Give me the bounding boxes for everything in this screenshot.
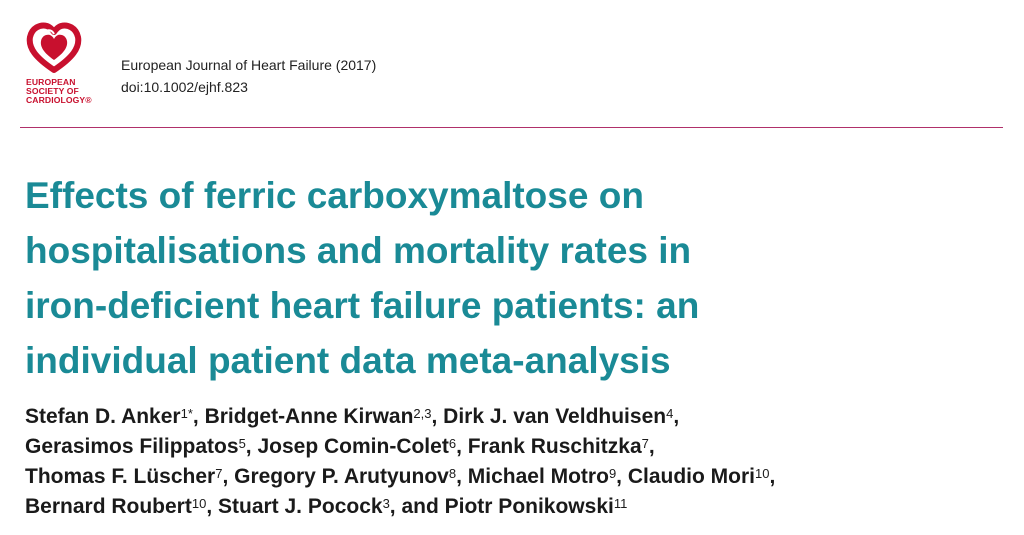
logo-text: EUROPEAN SOCIETY OF CARDIOLOGY® [26, 78, 92, 105]
author-affiliation: 7 [641, 436, 649, 451]
author-line: Stefan D. Anker1*, Bridget-Anne Kirwan2,… [25, 402, 1015, 432]
author-name-text: Michael Motro [467, 465, 609, 488]
author-affiliation: 10 [755, 466, 770, 481]
author-name: Dirk J. van Veldhuisen4 [443, 405, 673, 428]
author-name: Michael Motro9 [468, 465, 616, 488]
author-separator: , [616, 465, 628, 488]
article-title-line: individual patient data meta-analysis [25, 340, 671, 381]
author-affiliation: 6 [448, 436, 457, 451]
author-list: Stefan D. Anker1*, Bridget-Anne Kirwan2,… [25, 402, 1015, 522]
author-separator: , [456, 465, 468, 488]
author-affiliation: 2,3 [413, 406, 432, 421]
author-name-text: Frank Ruschitzka [467, 435, 642, 458]
author-name-text: and Piotr Ponikowski [401, 495, 614, 518]
author-line: Thomas F. Lüscher7, Gregory P. Arutyunov… [25, 462, 1015, 492]
journal-name: European Journal of Heart Failure (2017) [121, 57, 377, 73]
author-line: Bernard Roubert10, Stuart J. Pocock3, an… [25, 492, 1015, 522]
article-title-line: Effects of ferric carboxymaltose on [25, 175, 644, 216]
logo-text-line: SOCIETY OF [26, 86, 79, 96]
author-separator: , [389, 495, 402, 518]
author-name: Gregory P. Arutyunov8 [234, 465, 456, 488]
author-affiliation: 11 [613, 496, 628, 511]
author-affiliation: 10 [191, 496, 207, 511]
author-separator: , [192, 405, 205, 428]
author-affiliation: 8 [448, 466, 457, 481]
article-title: Effects of ferric carboxymaltose on hosp… [25, 168, 1005, 388]
author-name: Bridget-Anne Kirwan2,3 [205, 405, 432, 428]
journal-info: European Journal of Heart Failure (2017)… [121, 54, 376, 98]
author-name: and Piotr Ponikowski11 [401, 495, 627, 518]
author-name-text: Stefan D. Anker [25, 405, 181, 428]
author-name: Thomas F. Lüscher7 [25, 465, 222, 488]
esc-logo: EUROPEAN SOCIETY OF CARDIOLOGY® [20, 22, 100, 114]
author-name-text: Claudio Mori [627, 465, 756, 488]
author-name: Gerasimos Filippatos5 [25, 435, 246, 458]
article-title-line: hospitalisations and mortality rates in [25, 230, 692, 271]
author-name-text: Thomas F. Lüscher [25, 465, 216, 488]
author-name-text: Josep Comin-Colet [257, 435, 449, 458]
journal-doi[interactable]: doi:10.1002/ejhf.823 [121, 79, 248, 95]
author-name-text: Stuart J. Pocock [218, 495, 383, 518]
author-affiliation: 4 [666, 406, 674, 421]
author-name: Claudio Mori10 [628, 465, 770, 488]
author-name: Frank Ruschitzka7 [468, 435, 649, 458]
author-separator: , [456, 435, 468, 458]
article-title-line: iron-deficient heart failure patients: a… [25, 285, 700, 326]
author-affiliation: 5 [238, 436, 246, 451]
author-affiliation: 1* [180, 406, 193, 421]
logo-text-line: EUROPEAN [26, 77, 76, 87]
author-separator: , [245, 435, 258, 458]
author-name-text: Gerasimos Filippatos [25, 435, 239, 458]
author-affiliation: 9 [608, 466, 617, 481]
author-affiliation: 7 [215, 466, 223, 481]
author-affiliation: 3 [382, 496, 390, 511]
logo-text-line: CARDIOLOGY® [26, 95, 92, 105]
author-name: Stefan D. Anker1* [25, 405, 193, 428]
author-separator: , [769, 465, 776, 488]
author-separator: , [648, 435, 655, 458]
author-name-text: Bernard Roubert [25, 495, 192, 518]
heart-logo-icon [26, 22, 82, 73]
author-name-text: Dirk J. van Veldhuisen [443, 405, 667, 428]
author-name: Stuart J. Pocock3 [218, 495, 390, 518]
author-separator: , [222, 465, 235, 488]
author-name: Bernard Roubert10 [25, 495, 206, 518]
author-line: Gerasimos Filippatos5, Josep Comin-Colet… [25, 432, 1015, 462]
author-separator: , [431, 405, 444, 428]
author-name-text: Bridget-Anne Kirwan [204, 405, 414, 428]
author-name-text: Gregory P. Arutyunov [234, 465, 449, 488]
author-separator: , [673, 405, 680, 428]
author-separator: , [206, 495, 218, 518]
header-divider [20, 127, 1003, 128]
author-name: Josep Comin-Colet6 [257, 435, 456, 458]
